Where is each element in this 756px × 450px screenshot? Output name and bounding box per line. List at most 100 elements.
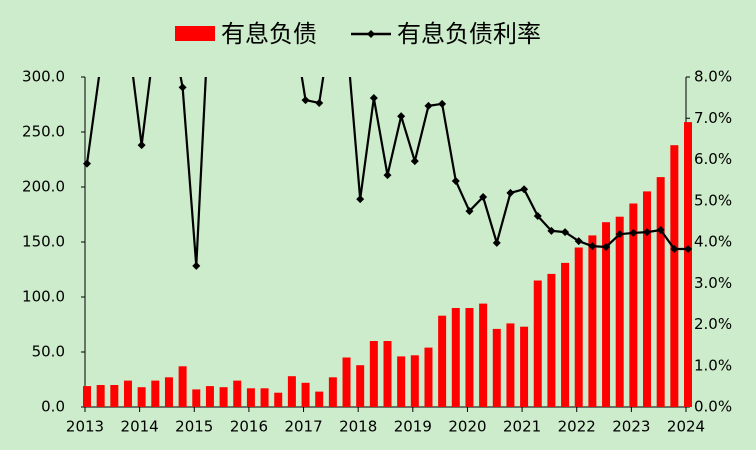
- x-tick-label: 2019: [394, 418, 432, 436]
- line-marker: [492, 238, 501, 247]
- bar: [506, 323, 515, 407]
- y-tick-label: 200.0: [22, 178, 65, 196]
- legend-marker: [367, 30, 375, 38]
- line-marker: [629, 228, 638, 237]
- bar: [670, 145, 679, 407]
- line-marker: [520, 185, 529, 194]
- bar: [561, 262, 570, 407]
- bar: [164, 377, 173, 407]
- line-marker: [410, 157, 419, 166]
- legend-label: 有息负债利率: [397, 20, 541, 48]
- line-marker: [588, 242, 597, 251]
- bar: [233, 380, 242, 407]
- bar: [110, 385, 119, 407]
- line-marker: [574, 237, 583, 246]
- y2-tick-label: 3.0%: [694, 274, 732, 292]
- x-tick-label: 2020: [448, 418, 486, 436]
- bar: [274, 392, 283, 407]
- x-tick-label: 2015: [175, 418, 213, 436]
- bar: [178, 366, 187, 407]
- x-tick-label: 2024: [667, 418, 705, 436]
- bar: [643, 191, 652, 407]
- line-marker: [315, 98, 324, 107]
- bar: [151, 380, 160, 407]
- y-tick-label: 250.0: [22, 123, 65, 141]
- bar: [533, 280, 542, 407]
- line-marker: [643, 228, 652, 237]
- line-marker: [383, 171, 392, 180]
- legend-swatch: [175, 26, 215, 41]
- line-marker: [602, 242, 611, 251]
- line-marker: [137, 141, 146, 150]
- legend-label: 有息负债: [221, 20, 317, 48]
- bar: [369, 341, 378, 407]
- bar: [342, 357, 351, 407]
- bar: [287, 376, 296, 407]
- line-marker: [670, 245, 679, 254]
- line-marker: [533, 212, 542, 221]
- bar: [260, 388, 269, 407]
- y-tick-label: 150.0: [22, 233, 65, 251]
- y-tick-label: 100.0: [22, 288, 65, 306]
- bar: [246, 388, 255, 407]
- bar: [629, 203, 638, 407]
- y2-tick-label: 7.0%: [694, 109, 732, 127]
- bar: [656, 177, 665, 407]
- line-marker: [656, 226, 665, 235]
- bar: [492, 328, 501, 407]
- bar: [328, 377, 337, 407]
- bar: [410, 355, 419, 407]
- line-marker: [615, 230, 624, 239]
- bar: [451, 308, 460, 407]
- line-marker: [451, 176, 460, 185]
- bar: [96, 385, 105, 407]
- bar: [383, 341, 392, 407]
- bar: [684, 122, 692, 407]
- line-marker: [397, 112, 406, 121]
- x-tick-label: 2018: [339, 418, 377, 436]
- bar: [438, 315, 447, 407]
- line-marker: [356, 195, 365, 204]
- line-marker: [301, 96, 310, 105]
- y-tick-label: 50.0: [32, 343, 65, 361]
- x-tick-label: 2016: [230, 418, 268, 436]
- line-marker: [547, 226, 556, 235]
- bar: [205, 386, 214, 407]
- y2-tick-label: 6.0%: [694, 150, 732, 168]
- x-tick-label: 2021: [503, 418, 541, 436]
- line-marker: [506, 188, 515, 197]
- bar: [574, 247, 583, 407]
- line-marker: [369, 94, 378, 103]
- bar: [192, 389, 201, 407]
- bar: [588, 235, 597, 407]
- y2-tick-label: 1.0%: [694, 356, 732, 374]
- bar: [615, 216, 624, 407]
- y-tick-label: 0.0: [41, 398, 65, 416]
- x-tick-label: 2013: [66, 418, 104, 436]
- bar: [520, 326, 529, 407]
- line-marker: [684, 245, 692, 254]
- line-marker: [192, 261, 201, 270]
- y2-tick-label: 0.0%: [694, 398, 732, 416]
- y2-tick-label: 2.0%: [694, 315, 732, 333]
- y-tick-label: 300.0: [22, 68, 65, 86]
- bar: [356, 365, 365, 407]
- bar: [397, 356, 406, 407]
- line-marker: [178, 83, 187, 92]
- x-tick-label: 2022: [558, 418, 596, 436]
- bar: [479, 303, 488, 407]
- line-marker: [561, 228, 570, 237]
- bar: [602, 222, 611, 407]
- line-group: [83, 77, 692, 270]
- bar: [465, 308, 474, 407]
- bar: [547, 273, 556, 407]
- x-tick-label: 2017: [284, 418, 322, 436]
- y2-tick-label: 4.0%: [694, 233, 732, 251]
- bar: [123, 380, 132, 407]
- bar: [137, 387, 146, 407]
- line-marker: [465, 207, 474, 216]
- y2-tick-label: 8.0%: [694, 68, 732, 86]
- bar: [83, 386, 91, 407]
